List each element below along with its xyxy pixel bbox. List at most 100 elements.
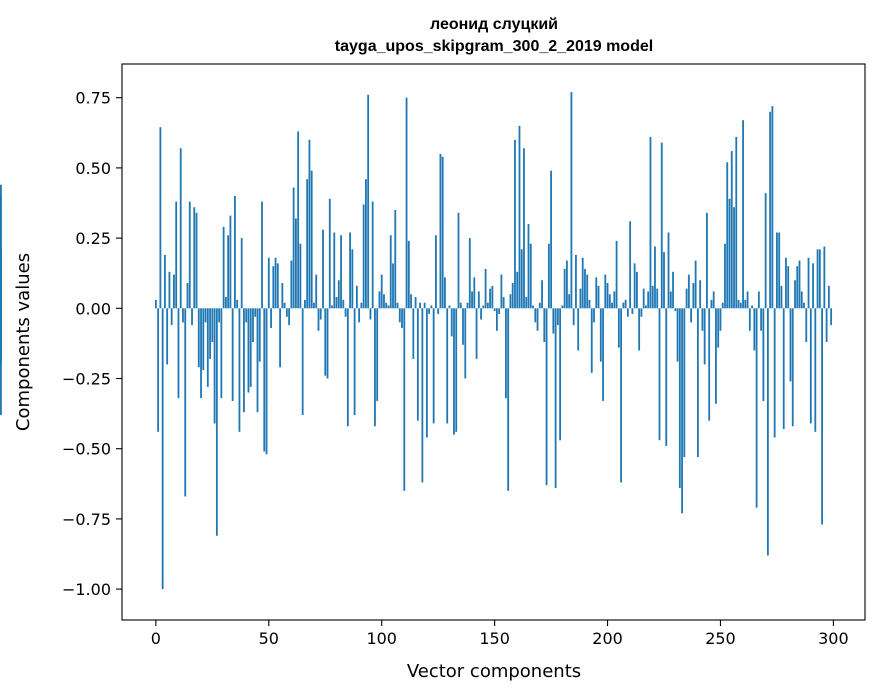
- bar: [719, 308, 722, 331]
- bar: [164, 254, 166, 309]
- bar: [509, 294, 512, 309]
- bar: [791, 308, 794, 427]
- bar: [586, 274, 589, 309]
- bar: [737, 299, 740, 309]
- bar: [748, 308, 751, 331]
- bar: [818, 249, 821, 309]
- bar: [608, 294, 611, 309]
- bar: [796, 266, 799, 309]
- bar: [464, 308, 467, 379]
- bar: [157, 308, 160, 432]
- bar: [654, 246, 656, 309]
- bar: [453, 308, 455, 435]
- bar: [645, 305, 647, 309]
- bar: [636, 271, 638, 309]
- bar: [351, 249, 354, 309]
- bar: [715, 308, 717, 404]
- bar: [419, 302, 422, 309]
- bar: [297, 131, 300, 309]
- bar: [337, 280, 340, 309]
- bar: [667, 232, 670, 309]
- bar: [154, 299, 157, 309]
- bar: [468, 238, 471, 309]
- bar: [651, 285, 654, 309]
- bar: [507, 308, 510, 491]
- bar: [687, 274, 690, 309]
- bar: [392, 263, 394, 309]
- bar: [389, 235, 392, 309]
- bar: [439, 153, 442, 309]
- x-tick-label: 200: [592, 629, 623, 648]
- bar: [807, 257, 810, 309]
- bar: [787, 266, 790, 309]
- bar: [173, 274, 175, 309]
- bar: [712, 291, 715, 309]
- bar: [620, 308, 622, 483]
- bar: [484, 268, 487, 309]
- bar: [267, 257, 270, 309]
- y-tick-label: −1.00: [62, 580, 111, 599]
- bar: [285, 308, 288, 317]
- bar: [622, 302, 625, 309]
- bar: [292, 187, 295, 309]
- bar: [308, 139, 311, 309]
- bar: [751, 305, 753, 309]
- bar: [166, 308, 169, 365]
- bar: [473, 277, 476, 309]
- bar: [276, 263, 279, 309]
- bar: [527, 224, 530, 309]
- bar: [306, 179, 309, 309]
- bar: [369, 308, 372, 320]
- bar: [281, 283, 284, 309]
- bar: [613, 291, 616, 309]
- x-tick-label: 50: [259, 629, 279, 648]
- bar: [486, 302, 489, 309]
- bar: [186, 283, 189, 309]
- bar: [412, 308, 415, 359]
- bar: [231, 308, 234, 401]
- bar: [579, 288, 582, 309]
- bar: [800, 291, 803, 309]
- bar: [0, 308, 2, 365]
- bar: [448, 305, 451, 309]
- bar: [703, 308, 706, 365]
- bar: [480, 308, 482, 320]
- bar: [170, 308, 173, 326]
- bar: [319, 308, 322, 320]
- bar: [803, 302, 805, 309]
- bar: [168, 271, 171, 309]
- bar: [493, 308, 496, 312]
- bar: [414, 297, 417, 309]
- bar: [780, 285, 783, 309]
- bar: [502, 297, 505, 309]
- bar: [195, 212, 198, 309]
- bar: [310, 170, 313, 309]
- bar: [313, 302, 315, 309]
- bar: [430, 305, 433, 309]
- bar: [328, 198, 331, 309]
- bar: [191, 308, 193, 326]
- bar: [726, 162, 729, 309]
- bar: [200, 308, 202, 399]
- bar: [193, 207, 196, 309]
- bar: [234, 195, 236, 309]
- bar: [222, 226, 225, 309]
- bar: [708, 308, 711, 421]
- bar: [331, 305, 333, 309]
- bar: [710, 299, 713, 309]
- bar: [760, 308, 763, 331]
- y-tick-label: 0.25: [75, 229, 111, 248]
- bar: [355, 285, 358, 309]
- bar: [247, 308, 250, 393]
- bar: [721, 302, 724, 309]
- bar: [261, 201, 263, 309]
- bar: [690, 308, 693, 323]
- bar: [272, 266, 275, 309]
- bar: [263, 308, 266, 452]
- bar: [789, 308, 792, 382]
- bar: [814, 308, 817, 432]
- bar: [590, 308, 593, 373]
- bar: [545, 308, 548, 486]
- bar: [794, 280, 796, 309]
- bar: [376, 308, 379, 401]
